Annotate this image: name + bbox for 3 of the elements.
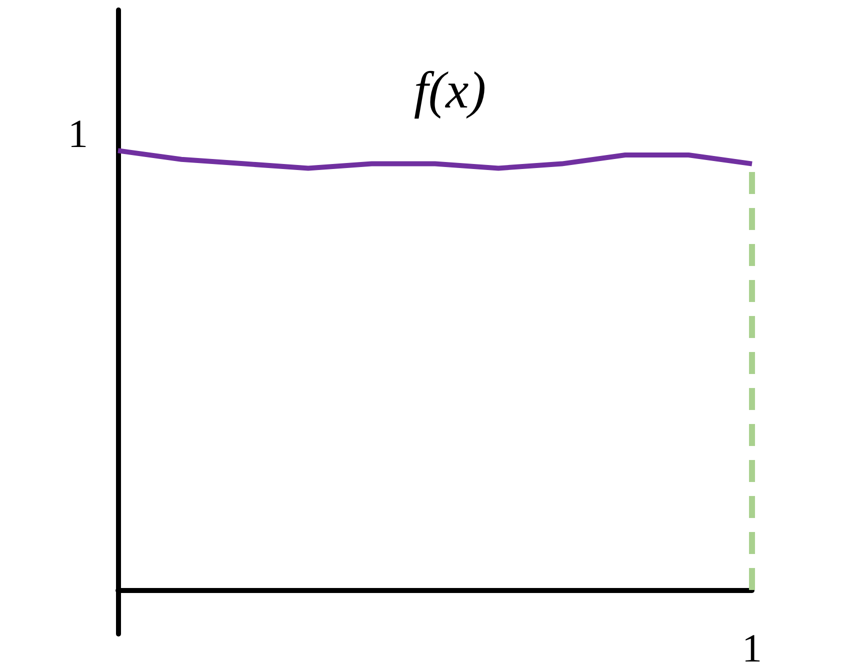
- text: 1: [68, 111, 88, 156]
- chart-title: f(x): [414, 62, 486, 120]
- text: 1: [742, 626, 762, 664]
